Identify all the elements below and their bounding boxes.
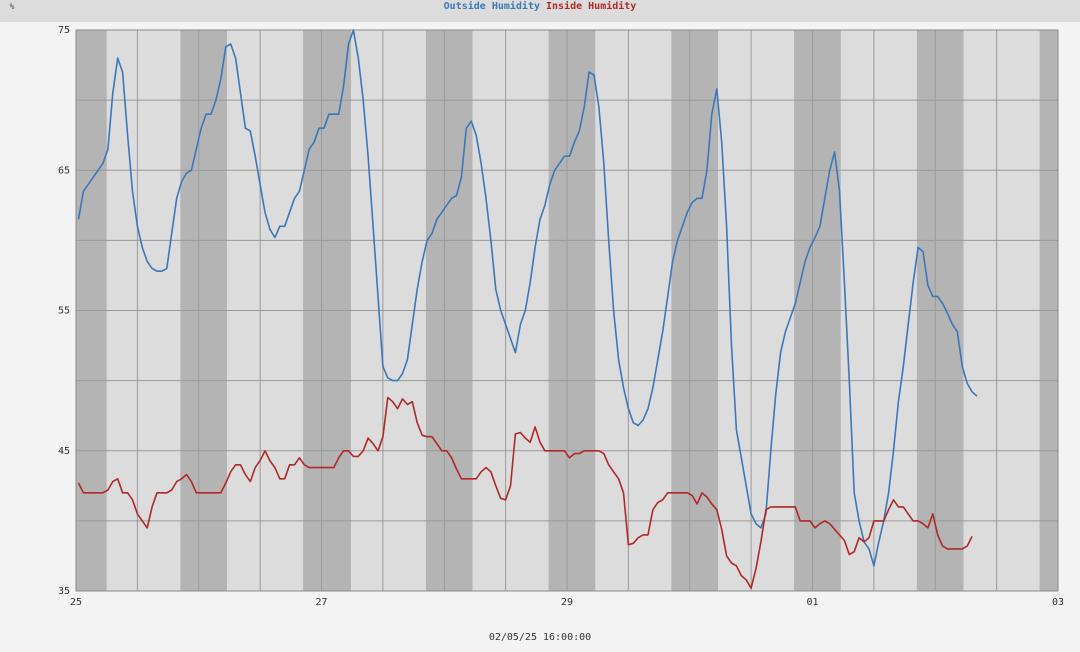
gridlines	[76, 30, 1058, 591]
y-tick-label: 75	[58, 25, 70, 36]
unit-label: %	[10, 2, 15, 11]
series-layer	[77, 29, 978, 590]
x-tick-label: 01	[806, 597, 818, 608]
y-axis-ticks: 35 45 55 65 75	[58, 25, 70, 597]
x-tick-label: 29	[561, 597, 573, 608]
outside-humidity-line	[77, 29, 978, 567]
header-bar	[0, 0, 1080, 22]
legend: Outside Humidity Inside Humidity	[444, 0, 637, 12]
x-tick-label: 03	[1052, 597, 1064, 608]
footer-timestamp: 02/05/25 16:00:00	[489, 632, 591, 643]
y-tick-label: 35	[58, 586, 70, 597]
y-tick-label: 65	[58, 165, 70, 176]
y-tick-label: 45	[58, 446, 70, 457]
legend-outside-humidity: Outside Humidity	[444, 0, 540, 12]
legend-inside-humidity: Inside Humidity	[546, 0, 636, 12]
plot-border	[75, 29, 1059, 592]
x-tick-label: 27	[315, 597, 327, 608]
y-tick-label: 55	[58, 306, 70, 317]
x-tick-label: 25	[70, 597, 82, 608]
inside-humidity-line	[77, 396, 973, 590]
x-axis-ticks: 25 27 29 01 03	[70, 597, 1064, 608]
